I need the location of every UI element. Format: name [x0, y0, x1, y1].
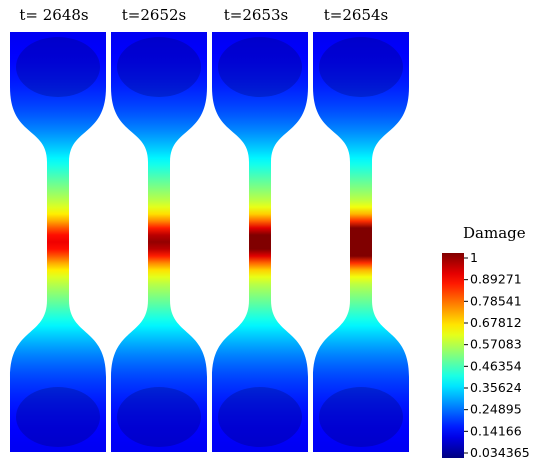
specimen-shape	[313, 32, 409, 452]
grip-shading	[218, 37, 302, 97]
specimen-shape	[111, 32, 207, 452]
legend-tick-label: 0.034365	[470, 445, 530, 460]
legend-tick-label: 0.35624	[470, 380, 522, 395]
time-label: t= 2648s	[19, 6, 88, 24]
damage-legend: Damage 1 0.89271 0.78541 0.67812 0.57083 0.46…	[442, 224, 530, 460]
legend-tick-label: 0.46354	[470, 358, 522, 373]
specimen-panel: t=2652s	[111, 6, 207, 452]
legend-tick-label: 0.57083	[470, 337, 522, 352]
legend-tick-label: 0.78541	[470, 293, 522, 308]
grip-shading	[218, 387, 302, 447]
specimen-panel: t= 2648s	[10, 6, 106, 452]
specimen-panel: t=2653s	[212, 6, 308, 452]
time-label: t=2654s	[324, 6, 388, 24]
grip-shading	[117, 37, 201, 97]
grip-shading	[319, 387, 403, 447]
grip-shading	[117, 387, 201, 447]
legend-tick-label: 1	[470, 250, 478, 265]
specimen-panels: t= 2648s t=2652s t=2653s t=2654s	[10, 6, 409, 452]
legend-tick-label: 0.67812	[470, 315, 522, 330]
legend-title: Damage	[463, 224, 526, 242]
time-label: t=2653s	[224, 6, 288, 24]
specimen-panel: t=2654s	[313, 6, 409, 452]
grip-shading	[16, 387, 100, 447]
color-bar	[442, 253, 464, 458]
legend-tick-label: 0.24895	[470, 402, 522, 417]
specimen-shape	[212, 32, 308, 452]
legend-tick-label: 0.89271	[470, 272, 522, 287]
grip-shading	[16, 37, 100, 97]
legend-ticks: 1 0.89271 0.78541 0.67812 0.57083 0.46354 0.35…	[464, 250, 530, 460]
time-label: t=2652s	[122, 6, 186, 24]
legend-tick-label: 0.14166	[470, 423, 522, 438]
grip-shading	[319, 37, 403, 97]
specimen-shape	[10, 32, 106, 452]
